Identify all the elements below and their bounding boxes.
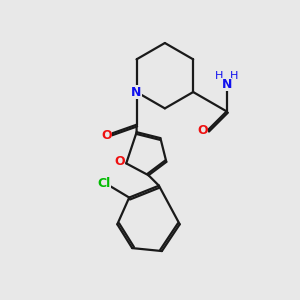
Text: N: N	[221, 78, 232, 91]
Text: O: O	[197, 124, 208, 137]
Text: O: O	[101, 129, 112, 142]
Text: N: N	[131, 85, 142, 98]
Text: H: H	[215, 71, 224, 81]
Text: Cl: Cl	[97, 177, 111, 190]
Text: H: H	[230, 71, 238, 81]
Text: O: O	[114, 155, 125, 168]
